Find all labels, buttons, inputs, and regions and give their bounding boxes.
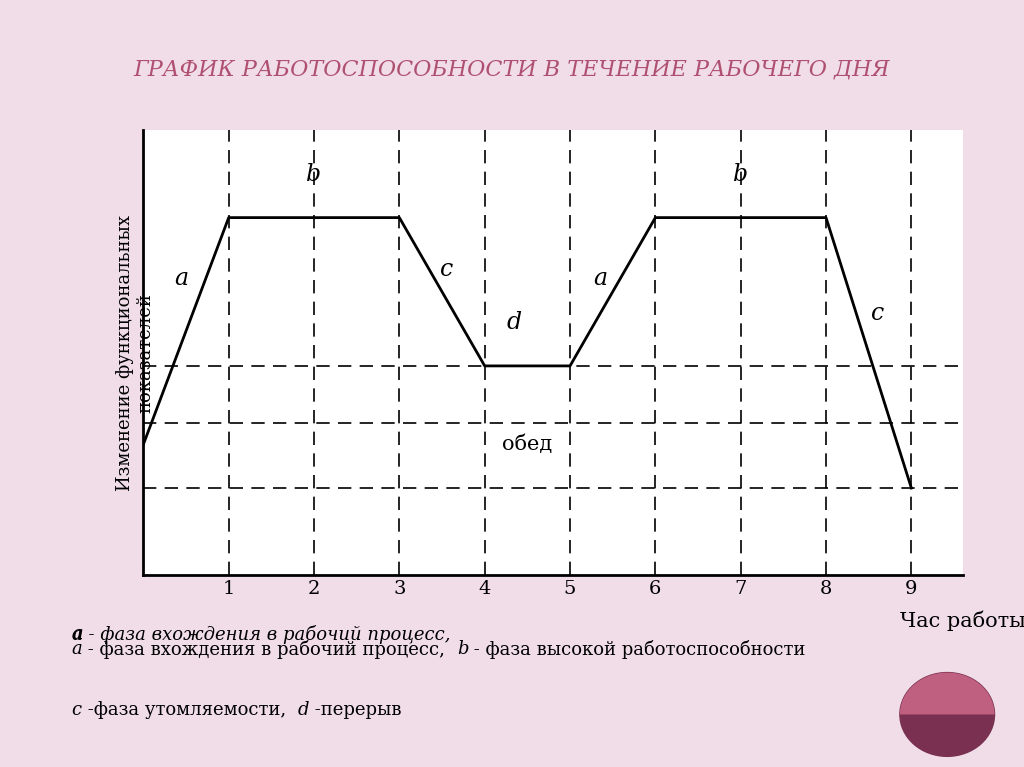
Text: a: a: [175, 267, 188, 290]
Text: c: c: [72, 701, 82, 719]
Text: d: d: [297, 701, 309, 719]
X-axis label: Час работы: Час работы: [900, 611, 1024, 631]
Text: b: b: [457, 640, 468, 657]
Text: c: c: [870, 302, 884, 325]
Text: d: d: [507, 311, 522, 334]
Circle shape: [900, 673, 994, 756]
Text: a: a: [593, 267, 607, 290]
Text: a: a: [72, 640, 82, 657]
Text: ГРАФИК РАБОТОСПОСОБНОСТИ В ТЕЧЕНИЕ РАБОЧЕГО ДНЯ: ГРАФИК РАБОТОСПОСОБНОСТИ В ТЕЧЕНИЕ РАБОЧ…: [134, 58, 890, 80]
Y-axis label: Изменение функциональных
показателей: Изменение функциональных показателей: [116, 215, 155, 491]
Text: - фаза высокой работоспособности: - фаза высокой работоспособности: [468, 640, 806, 659]
Text: обед: обед: [502, 435, 553, 454]
Text: - фаза вхождения в рабочий процесс,: - фаза вхождения в рабочий процесс,: [82, 640, 457, 659]
Text: a: a: [72, 625, 83, 643]
Text: b: b: [306, 163, 322, 186]
Text: a - фаза вхождения в рабочий процесс,: a - фаза вхождения в рабочий процесс,: [72, 625, 462, 644]
Text: c: c: [439, 258, 453, 281]
Text: b: b: [733, 163, 749, 186]
Text: -перерыв: -перерыв: [309, 701, 401, 719]
Text: -фаза утомляемости,: -фаза утомляемости,: [82, 701, 297, 719]
Wedge shape: [900, 673, 994, 715]
